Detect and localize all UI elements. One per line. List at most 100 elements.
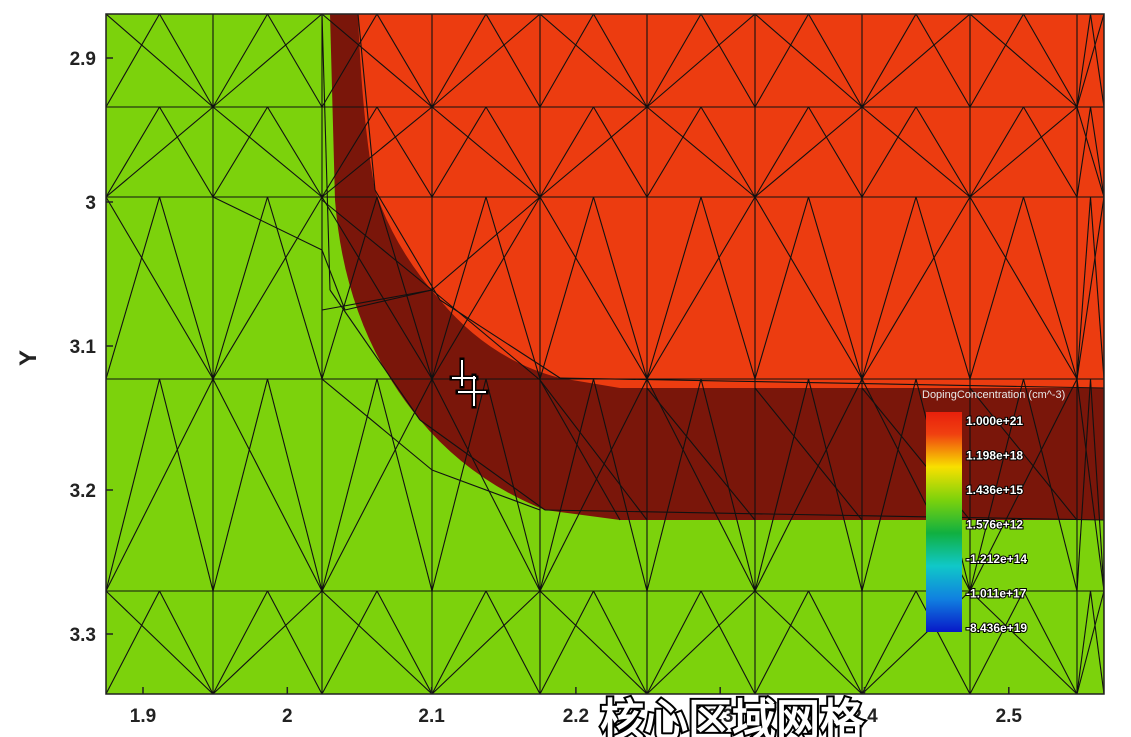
mesh-edge — [376, 14, 433, 108]
mesh-edge — [212, 196, 269, 380]
legend-label: -8.436e+19 — [966, 621, 1027, 635]
mesh-edge — [807, 196, 863, 380]
mesh-edge — [539, 106, 594, 198]
mesh-edge — [969, 196, 1025, 380]
mesh-edge — [1089, 14, 1104, 108]
mesh-edge — [212, 14, 323, 108]
mesh-edge — [808, 14, 863, 108]
y-tick-label: 3.3 — [70, 625, 96, 646]
mesh-edge — [915, 106, 971, 198]
color-legend: DopingConcentration (cm^-3) 1.000e+21 1.1… — [922, 389, 1065, 636]
mesh-edge — [485, 196, 541, 380]
mesh-edge — [1076, 378, 1092, 592]
x-tick-label: 2.3 — [707, 706, 733, 727]
y-tick-label: 3 — [85, 193, 96, 214]
mesh-edge — [1076, 106, 1092, 198]
mesh-edge — [374, 189, 441, 301]
mesh-edge — [212, 378, 323, 592]
mesh-edge — [754, 106, 809, 198]
mesh-edge — [485, 14, 541, 108]
y-tick-label: 3.1 — [70, 337, 97, 358]
mesh-edge — [754, 14, 809, 108]
mesh-edge — [969, 106, 1024, 198]
x-tick-label: 2.5 — [996, 706, 1023, 727]
mesh-edge — [646, 14, 756, 108]
mesh-edge — [700, 590, 756, 694]
mesh-edge — [646, 378, 702, 592]
mesh-edge — [376, 106, 433, 198]
mesh-edge — [646, 378, 756, 592]
mesh-edge — [969, 196, 1078, 380]
mesh-edge — [861, 14, 971, 108]
mesh-edge — [539, 379, 621, 521]
mesh-edge — [431, 106, 487, 198]
mesh-edge — [344, 289, 433, 311]
mesh-edge — [539, 378, 648, 592]
mesh-edge — [1089, 196, 1104, 380]
mesh-edge — [539, 196, 648, 380]
mesh-edge — [159, 106, 214, 198]
mesh-edge — [754, 378, 863, 592]
mesh-edge — [106, 14, 160, 108]
mesh-edge — [646, 14, 702, 108]
mesh-edge — [807, 378, 863, 592]
mesh-edge — [592, 196, 648, 380]
mesh-grid — [106, 14, 1104, 694]
y-tick-label: 3.2 — [70, 481, 96, 502]
mesh-edge — [646, 106, 702, 198]
mesh-edge — [321, 14, 378, 108]
mesh-edge — [321, 378, 433, 471]
legend-label: 1.000e+21 — [966, 414, 1023, 428]
mesh-edge — [969, 590, 1078, 694]
x-tick-label: 2.2 — [563, 706, 589, 727]
mesh-edge — [212, 590, 268, 694]
mesh-edge — [321, 106, 378, 198]
mesh-edge — [159, 14, 214, 108]
mesh-edge — [646, 106, 756, 198]
mesh-edge — [431, 196, 487, 380]
mesh-edge — [431, 289, 541, 381]
mesh-edge — [969, 14, 1024, 108]
mesh-edge — [212, 14, 268, 108]
mesh-edge — [754, 590, 809, 694]
mesh-edge — [431, 196, 541, 380]
mesh-edge — [267, 106, 323, 198]
mesh-edge — [376, 196, 433, 380]
mesh-edge — [861, 14, 917, 108]
mesh-edge — [559, 377, 1104, 389]
mesh-edge — [431, 378, 487, 592]
mesh-edge — [539, 590, 594, 694]
mesh-edge — [539, 379, 648, 521]
mesh-edge — [321, 199, 433, 291]
mesh-edge — [431, 106, 541, 198]
plot-area[interactable] — [106, 14, 1104, 694]
mesh-edge — [158, 378, 214, 592]
mesh-edge — [431, 196, 541, 291]
mesh-edge — [159, 590, 214, 694]
mesh-edge — [1076, 106, 1104, 198]
mesh-edge — [969, 106, 1078, 198]
mesh-edge — [212, 590, 323, 694]
mesh-edge — [700, 196, 756, 380]
mesh-edge — [861, 590, 917, 694]
mesh-edge — [321, 590, 378, 694]
mesh-edge — [808, 106, 863, 198]
mesh-edge — [1076, 14, 1092, 108]
mesh-edge — [431, 469, 541, 511]
mesh-edge — [700, 14, 756, 108]
mesh-edge — [329, 289, 421, 421]
mesh-edge — [861, 106, 971, 198]
mesh-edge — [321, 14, 433, 108]
mesh-edge — [1076, 14, 1104, 108]
mesh-edge — [212, 196, 323, 251]
legend-label: 1.198e+18 — [966, 449, 1023, 463]
mesh-edge — [485, 106, 541, 198]
mesh-edge — [754, 387, 863, 521]
mesh-edge — [700, 378, 756, 592]
mesh-edge — [212, 196, 323, 380]
mesh-edge — [1076, 196, 1104, 380]
mesh-edge — [1089, 378, 1104, 592]
mesh-edge — [861, 106, 917, 198]
mesh-edge — [1076, 590, 1092, 694]
